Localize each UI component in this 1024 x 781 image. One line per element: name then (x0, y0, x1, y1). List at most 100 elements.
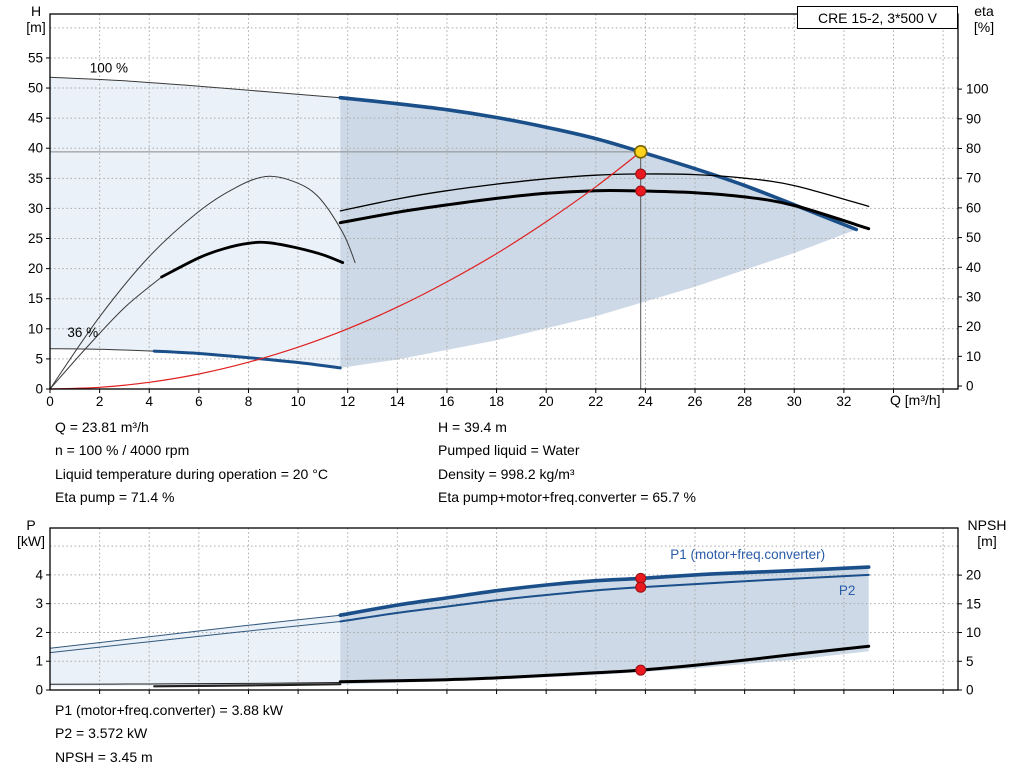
x-tick-label: 20 (539, 394, 554, 409)
qh-plot-border (49, 13, 959, 390)
p1-main-curve (338, 565, 871, 617)
x-tick-label: 10 (291, 394, 306, 409)
y-left-tick-label: 10 (28, 321, 43, 336)
x-tick-label: 22 (588, 394, 603, 409)
y-right-tick-label: 10 (966, 625, 981, 640)
npsh-axis-title-line1: NPSH (967, 517, 1007, 533)
npsh-axis-title-line2: [m] (977, 533, 997, 549)
eta-axis-title: eta [%] (964, 3, 1004, 35)
y-left-tick-label: 35 (28, 171, 43, 186)
info-liquid-temp: Liquid temperature during operation = 20… (55, 465, 328, 482)
x-tick-label: 18 (489, 394, 504, 409)
qh-100pct-lowflow-curve (49, 76, 341, 99)
power-envelope-pale (50, 615, 341, 687)
duty-point-marker (633, 145, 648, 159)
y-right-tick-label: 70 (966, 171, 981, 186)
x-tick-label: 24 (638, 394, 654, 409)
x-tick-label: 32 (836, 394, 851, 409)
info-npsh: NPSH = 3.45 m (55, 748, 153, 765)
y-right-tick-label: 100 (966, 82, 989, 97)
y-left-tick-label: 25 (28, 231, 43, 246)
h-axis-title-line2: [m] (26, 19, 46, 35)
p-minspeed-curve (153, 683, 342, 688)
y-right-tick-label: 10 (966, 349, 981, 364)
npsh-axis-title: NPSH [m] (962, 517, 1012, 549)
y-left-tick-label: 4 (35, 567, 43, 582)
duty-info-column-2: H = 39.4 m Pumped liquid = Water Density… (438, 416, 696, 510)
qh-100pct-main-curve (338, 95, 859, 232)
eta-pump-motor-freq-curve (338, 189, 871, 231)
p-axis-title: P [kW] (10, 517, 52, 549)
h-axis-title: H [m] (14, 3, 58, 35)
y-right-tick-label: 5 (966, 654, 974, 669)
y-right-tick-label: 20 (966, 568, 981, 583)
x-tick-label: 2 (96, 394, 104, 409)
y-left-tick-label: 2 (35, 625, 43, 640)
info-flow: Q = 23.81 m³/h (55, 419, 149, 435)
y-right-tick-label: 80 (966, 141, 981, 156)
x-tick-label: 28 (737, 394, 752, 409)
x-tick-label: 26 (688, 394, 703, 409)
x-tick-label: 4 (145, 394, 153, 409)
p2-duty-point (635, 581, 647, 593)
curve-label: P2 (839, 583, 856, 598)
speed-envelope-pale (50, 77, 341, 368)
info-density: Density = 998.2 kg/m³ (438, 465, 575, 482)
eta-pump-curve (339, 173, 870, 212)
eta-total-point (635, 185, 647, 197)
x-tick-label: 6 (195, 394, 203, 409)
y-right-tick-label: 30 (966, 289, 981, 304)
y-right-tick-label: 60 (966, 200, 981, 215)
eta-axis-title-line2: [%] (973, 19, 995, 35)
power-info-column: P1 (motor+freq.converter) = 3.88 kW P2 =… (55, 699, 283, 769)
info-p1: P1 (motor+freq.converter) = 3.88 kW (55, 702, 283, 718)
qh-36pct-lowflow-curve (49, 348, 155, 352)
x-tick-label: 8 (245, 394, 253, 409)
y-right-tick-label: 0 (966, 379, 974, 394)
x-tick-label: 14 (390, 394, 406, 409)
qh-eta-chart: 0 2 4 6 8 10 12 14 16 18 20 22 24 26 28 30 3205101520253… (28, 13, 989, 409)
power-envelope-shaded (340, 567, 869, 685)
info-speed: n = 100 % / 4000 rpm (55, 442, 190, 459)
y-right-tick-label: 15 (966, 596, 981, 611)
duty-info-column-1: Q = 23.81 m³/h n = 100 % / 4000 rpm Liqu… (55, 416, 328, 510)
qh-36pct-main-curve (152, 349, 342, 370)
info-p2: P2 = 3.572 kW (55, 725, 148, 742)
y-right-tick-label: 90 (966, 111, 981, 126)
q-axis-title: Q [m³/h] (890, 392, 941, 408)
x-tick-label: 16 (439, 394, 454, 409)
p-axis-title-line1: P (26, 517, 36, 533)
info-eta-total: Eta pump+motor+freq.converter = 65.7 % (438, 489, 696, 506)
y-left-tick-label: 50 (28, 81, 43, 96)
npsh-duty-point (635, 664, 647, 676)
y-left-tick-label: 0 (35, 382, 43, 397)
h-axis-title-line1: H (30, 3, 42, 19)
npsh-main-curve (338, 644, 871, 684)
pump-model-label: CRE 15-2, 3*500 V (817, 9, 938, 26)
duty-envelope-shaded (340, 97, 857, 368)
affinity-parabola-curve (49, 151, 642, 390)
y-right-tick-label: 20 (966, 319, 981, 334)
y-left-tick-label: 45 (28, 111, 43, 126)
eta-pump-point (635, 168, 647, 180)
y-left-tick-label: 20 (28, 261, 43, 276)
p2-main-curve (339, 573, 870, 623)
y-left-tick-label: 5 (35, 351, 43, 366)
curve-label: 36 % (67, 325, 98, 340)
eta-partload-thick-curve (160, 240, 345, 279)
pump-model-box: CRE 15-2, 3*500 V (797, 6, 958, 29)
y-right-tick-label: 40 (966, 260, 981, 275)
y-right-tick-label: 0 (966, 683, 974, 698)
p1-lowflow-curve (49, 614, 341, 649)
y-left-tick-label: 40 (28, 141, 43, 156)
npsh-lowflow-curve (49, 682, 341, 685)
eta-partload-lead-curve (49, 276, 163, 390)
power-npsh-chart: 0 1 2 3 4 0 5 10 15 20 P1 (motor+freq.converter) P2 (35, 527, 981, 698)
info-eta-pump: Eta pump = 71.4 % (55, 489, 175, 506)
pn-plot-border (49, 527, 959, 691)
y-left-tick-label: 3 (35, 596, 43, 611)
curve-label: P1 (motor+freq.converter) (670, 547, 825, 562)
info-head: H = 39.4 m (438, 419, 507, 435)
y-left-tick-label: 55 (28, 50, 43, 65)
